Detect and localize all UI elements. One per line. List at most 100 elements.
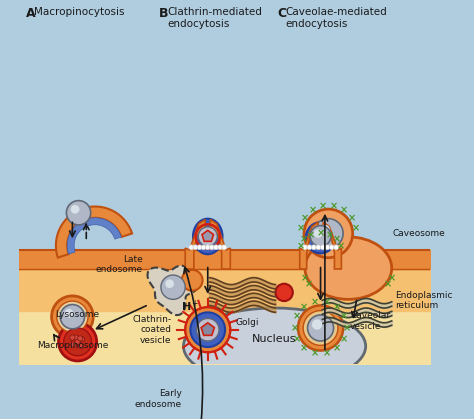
Text: ×: × [297, 241, 305, 251]
Text: Macropinosome: Macropinosome [36, 341, 108, 350]
Text: ×: × [340, 312, 348, 322]
Circle shape [71, 205, 80, 214]
Circle shape [307, 245, 312, 250]
Text: ×: × [384, 279, 392, 289]
Text: Nucleus: Nucleus [252, 334, 297, 344]
Circle shape [79, 344, 84, 349]
Text: ×: × [310, 297, 319, 308]
Circle shape [189, 245, 194, 250]
Circle shape [64, 309, 73, 318]
Circle shape [71, 342, 76, 347]
Circle shape [201, 245, 206, 250]
Circle shape [314, 219, 343, 248]
Text: Late
endosome: Late endosome [96, 255, 143, 274]
Text: Clathrin-
coated
vesicle: Clathrin- coated vesicle [132, 315, 171, 344]
Text: ×: × [300, 343, 309, 353]
Circle shape [75, 339, 80, 344]
Text: Caveolae-mediated
endocytosis: Caveolae-mediated endocytosis [286, 7, 388, 28]
Text: ×: × [291, 323, 299, 333]
Polygon shape [201, 323, 214, 335]
Text: ×: × [340, 334, 348, 344]
Polygon shape [202, 230, 213, 241]
Polygon shape [67, 218, 121, 254]
Circle shape [320, 245, 325, 250]
Text: ×: × [330, 201, 338, 211]
Ellipse shape [193, 219, 222, 254]
Circle shape [316, 245, 321, 250]
Ellipse shape [183, 308, 365, 384]
Circle shape [303, 310, 338, 345]
Text: ×: × [293, 334, 301, 344]
Text: ×: × [300, 235, 308, 245]
Circle shape [193, 245, 198, 250]
Text: ×: × [319, 201, 327, 211]
Circle shape [222, 245, 227, 250]
Circle shape [64, 328, 91, 356]
Text: ×: × [333, 235, 341, 245]
Circle shape [187, 383, 228, 419]
Circle shape [78, 336, 83, 341]
Text: Clathrin-mediated
endocytosis: Clathrin-mediated endocytosis [168, 7, 263, 28]
Circle shape [210, 245, 214, 250]
Text: Macropinocytosis: Macropinocytosis [34, 7, 125, 17]
Circle shape [197, 318, 219, 341]
Text: ×: × [347, 213, 356, 223]
Text: ×: × [293, 312, 301, 322]
Text: C: C [277, 7, 286, 20]
Circle shape [197, 245, 202, 250]
Circle shape [192, 388, 223, 419]
Text: Lysosome: Lysosome [55, 310, 100, 319]
Circle shape [198, 227, 217, 246]
Circle shape [302, 245, 307, 250]
Text: Caveosome: Caveosome [392, 229, 446, 238]
Circle shape [205, 245, 210, 250]
Ellipse shape [305, 237, 392, 299]
Polygon shape [56, 207, 132, 258]
Polygon shape [323, 222, 341, 269]
Text: ×: × [337, 241, 345, 251]
Circle shape [218, 245, 223, 250]
Text: ×: × [309, 205, 317, 215]
Circle shape [70, 335, 75, 340]
Circle shape [191, 313, 225, 347]
Circle shape [52, 296, 93, 338]
Circle shape [73, 335, 79, 340]
Text: ×: × [322, 297, 330, 308]
Circle shape [275, 284, 293, 301]
Text: Endoplasmic
reticulum: Endoplasmic reticulum [395, 290, 453, 310]
Text: ×: × [326, 230, 334, 240]
Polygon shape [185, 220, 205, 269]
Circle shape [308, 315, 334, 341]
Text: ×: × [352, 223, 360, 233]
Text: ×: × [322, 348, 330, 358]
Circle shape [66, 201, 91, 225]
Text: ×: × [301, 273, 309, 283]
Text: ×: × [310, 348, 319, 358]
Circle shape [161, 275, 185, 299]
Ellipse shape [306, 222, 335, 253]
Text: Golgi: Golgi [235, 318, 258, 326]
Text: ×: × [333, 343, 341, 353]
Text: ×: × [340, 205, 348, 215]
Text: ×: × [297, 223, 305, 233]
Polygon shape [147, 266, 199, 315]
Circle shape [304, 209, 353, 258]
Circle shape [311, 245, 316, 250]
Circle shape [329, 245, 334, 250]
Text: A: A [26, 7, 35, 20]
Text: Early
endosome: Early endosome [135, 389, 182, 409]
Text: ×: × [301, 213, 310, 223]
Text: ×: × [300, 303, 309, 313]
Circle shape [185, 307, 230, 352]
Text: ×: × [333, 303, 341, 313]
Circle shape [79, 336, 84, 342]
Circle shape [214, 245, 219, 250]
Text: ×: × [307, 230, 315, 240]
Text: ×: × [305, 279, 313, 289]
Text: ×: × [317, 228, 325, 238]
Circle shape [60, 305, 84, 329]
Text: B: B [159, 7, 169, 20]
Circle shape [312, 319, 322, 330]
Circle shape [319, 225, 330, 235]
Circle shape [314, 229, 322, 238]
